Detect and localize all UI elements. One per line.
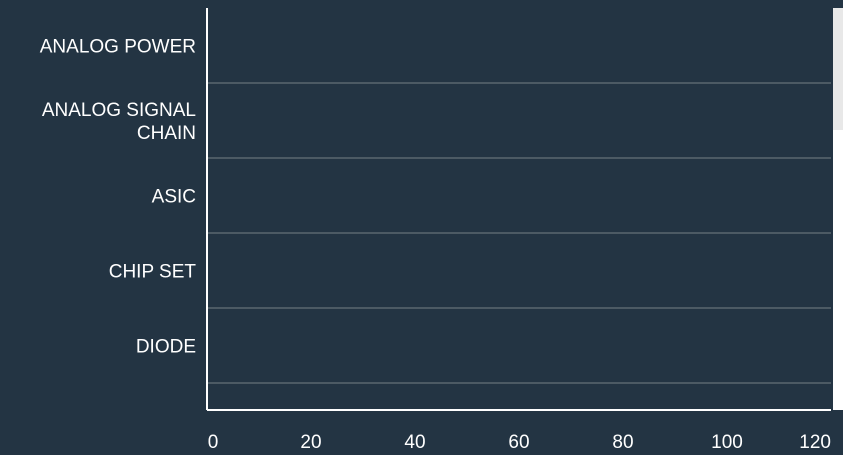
category-label: ANALOG SIGNAL CHAIN xyxy=(42,100,196,144)
x-tick-label: 60 xyxy=(508,432,529,453)
gridlines xyxy=(207,82,831,384)
scrollbar-thumb[interactable] xyxy=(833,8,843,130)
category-labels: ANALOG POWER ANALOG SIGNAL CHAIN ASIC CHIP S… xyxy=(40,37,197,433)
x-tick-label: 0 xyxy=(208,432,219,453)
x-tick-label: 40 xyxy=(404,432,425,453)
category-label: DIODE xyxy=(136,337,196,358)
plot-area: ANALOG POWER ANALOG SIGNAL CHAIN ASIC CHIP S… xyxy=(40,37,831,433)
x-tick-label: 20 xyxy=(300,432,321,453)
scrollbar-track[interactable] xyxy=(833,8,843,410)
category-label: ANALOG POWER xyxy=(40,37,196,58)
category-label: CHIP SET xyxy=(109,262,197,283)
x-tick-label: 100 xyxy=(711,432,743,453)
vertical-scrollbar[interactable] xyxy=(833,8,843,410)
x-tick-labels: 0 20 40 60 80 100 120 xyxy=(208,432,831,453)
category-label: FILTER xyxy=(132,412,196,433)
category-label: ASIC xyxy=(152,187,196,208)
x-tick-label: 120 xyxy=(799,432,831,453)
x-tick-label: 80 xyxy=(612,432,633,453)
